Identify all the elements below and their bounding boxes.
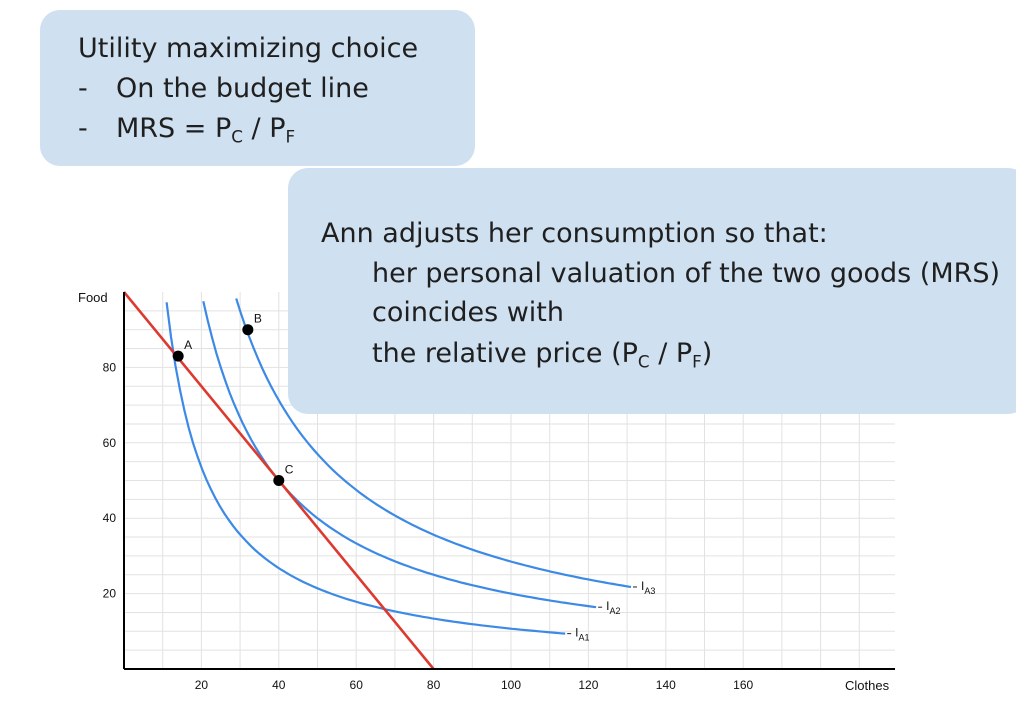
point-b bbox=[242, 324, 254, 336]
mrs-sub-f: F bbox=[285, 126, 296, 147]
curve-label-subscript: A1 bbox=[579, 633, 590, 643]
y-axis-label: Food bbox=[78, 290, 108, 305]
callout-item-mrs: - MRS = PC / PF bbox=[78, 113, 296, 147]
x-tick-label: 100 bbox=[501, 678, 521, 692]
callout-item-budget-line: - On the budget line bbox=[78, 73, 369, 104]
point-a bbox=[172, 350, 184, 362]
callout-line-1: Ann adjusts her consumption so that: bbox=[321, 218, 828, 249]
curve-label-subscript: A2 bbox=[609, 606, 620, 616]
bullet-dash: - bbox=[78, 113, 88, 144]
x-tick-label: 80 bbox=[427, 678, 441, 692]
indifference-curve-a3 bbox=[235, 298, 632, 589]
relative-price-sub-f: F bbox=[692, 351, 702, 372]
point-label-a: A bbox=[184, 338, 192, 352]
mrs-mid: / P bbox=[242, 113, 286, 144]
point-c bbox=[273, 475, 285, 486]
curve-label-subscript: A3 bbox=[644, 586, 655, 596]
x-tick-label: 160 bbox=[733, 678, 753, 692]
point-label-c: C bbox=[285, 463, 294, 477]
callout-item-text: On the budget line bbox=[116, 73, 369, 104]
axes bbox=[123, 292, 895, 670]
callout-ann-adjusts: Ann adjusts her consumption so that: her… bbox=[288, 168, 1016, 414]
indifference-curve-a1 bbox=[165, 302, 566, 635]
x-tick-label: 140 bbox=[656, 678, 676, 692]
relative-price-close: ) bbox=[701, 338, 713, 369]
relative-price-mid: / P bbox=[649, 338, 693, 369]
y-tick-label: 40 bbox=[103, 511, 117, 525]
curve-label-a2: IA2 bbox=[606, 599, 620, 616]
y-tick-label: 20 bbox=[103, 587, 117, 601]
relative-price-sub-c: C bbox=[637, 351, 650, 372]
labeled-points: A B C bbox=[172, 312, 294, 486]
relative-price-text: the relative price (P bbox=[372, 338, 638, 369]
y-tick-label: 80 bbox=[103, 360, 117, 374]
x-tick-label: 120 bbox=[578, 678, 598, 692]
callout-utility-maximizing: Utility maximizing choice - On the budget… bbox=[40, 10, 475, 166]
tick-labels: 20 40 60 80 100 120 140 160 20 40 60 80 bbox=[103, 360, 754, 692]
mrs-sub-c: C bbox=[231, 126, 243, 147]
y-tick-label: 60 bbox=[103, 436, 117, 450]
callout-line-4: the relative price (PC / PF) bbox=[372, 338, 713, 372]
point-label-b: B bbox=[254, 312, 262, 326]
x-axis-label: Clothes bbox=[845, 678, 890, 693]
callout-line-2: her personal valuation of the two goods … bbox=[372, 258, 1001, 289]
x-tick-label: 20 bbox=[195, 678, 209, 692]
x-tick-label: 60 bbox=[350, 678, 364, 692]
callout-line-3: coincides with bbox=[372, 297, 565, 328]
mrs-text: MRS = P bbox=[116, 113, 232, 144]
curve-label-a1: IA1 bbox=[575, 626, 589, 643]
x-tick-label: 40 bbox=[272, 678, 286, 692]
callout-title: Utility maximizing choice bbox=[78, 33, 419, 64]
bullet-dash: - bbox=[78, 73, 88, 104]
